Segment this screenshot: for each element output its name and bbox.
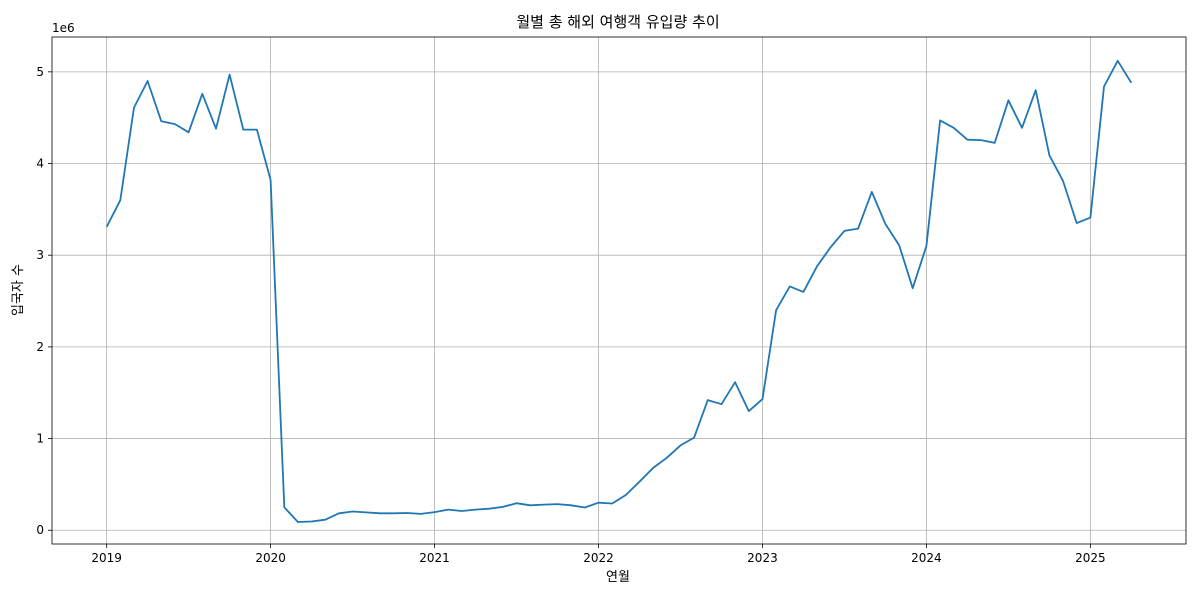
series-layer bbox=[105, 59, 1133, 523]
y-axis-title: 입국자 수 bbox=[11, 264, 26, 316]
plot-frame bbox=[51, 36, 1187, 545]
x-axis: 2019 2020 2021 2022 2023 2024 2025 bbox=[91, 544, 1106, 565]
y-tick-label: 4 bbox=[36, 157, 44, 171]
x-tick-label: 2022 bbox=[583, 551, 614, 565]
y-tick-label: 3 bbox=[36, 248, 44, 262]
y-tick-label: 5 bbox=[36, 65, 44, 79]
grid bbox=[52, 37, 1186, 544]
series-line bbox=[105, 59, 1133, 523]
y-axis-offset-label: 1e6 bbox=[52, 21, 75, 35]
y-tick-label: 2 bbox=[36, 340, 44, 354]
chart-title: 월별 총 해외 여행객 유입량 추이 bbox=[516, 13, 719, 31]
x-tick-label: 2019 bbox=[91, 551, 122, 565]
x-tick-label: 2021 bbox=[419, 551, 450, 565]
y-axis: 0 1 2 3 4 5 bbox=[36, 65, 52, 537]
x-tick-label: 2024 bbox=[911, 551, 942, 565]
x-tick-label: 2023 bbox=[747, 551, 778, 565]
y-tick-label: 0 bbox=[36, 523, 44, 537]
y-tick-label: 1 bbox=[36, 432, 44, 446]
x-axis-title: 연월 bbox=[606, 570, 630, 585]
x-tick-label: 2025 bbox=[1075, 551, 1106, 565]
x-tick-label: 2020 bbox=[255, 551, 286, 565]
